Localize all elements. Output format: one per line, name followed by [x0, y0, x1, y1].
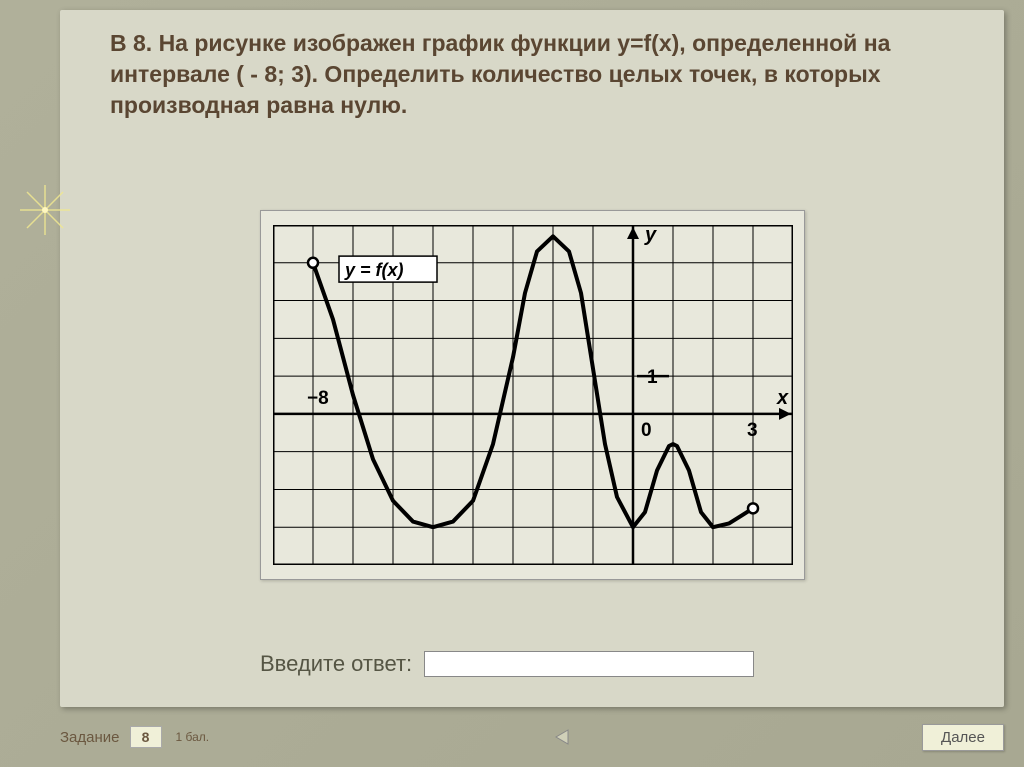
- points-label: 1 бал.: [176, 730, 210, 744]
- answer-label: Введите ответ:: [260, 651, 412, 677]
- main-panel: В 8. На рисунке изображен график функции…: [60, 10, 1004, 707]
- prev-arrow-icon[interactable]: [550, 727, 574, 747]
- bottom-bar: Задание 8 1 бал. Далее: [60, 719, 1004, 755]
- answer-row: Введите ответ:: [260, 651, 754, 677]
- function-graph: y x −8 1 0 3 y = f(x): [273, 225, 793, 565]
- answer-input[interactable]: [424, 651, 754, 677]
- svg-text:y = f(x): y = f(x): [344, 260, 404, 280]
- svg-text:x: x: [776, 387, 789, 409]
- task-number: 8: [130, 726, 162, 748]
- svg-text:3: 3: [747, 420, 758, 441]
- star-decoration-icon: [15, 180, 75, 240]
- question-text: В 8. На рисунке изображен график функции…: [60, 10, 1004, 129]
- svg-text:−8: −8: [307, 388, 329, 409]
- svg-text:1: 1: [647, 367, 658, 388]
- task-label: Задание: [60, 729, 120, 746]
- svg-text:0: 0: [641, 420, 652, 441]
- chart-container: y x −8 1 0 3 y = f(x): [260, 210, 805, 580]
- svg-text:y: y: [644, 225, 657, 246]
- next-button[interactable]: Далее: [922, 724, 1004, 751]
